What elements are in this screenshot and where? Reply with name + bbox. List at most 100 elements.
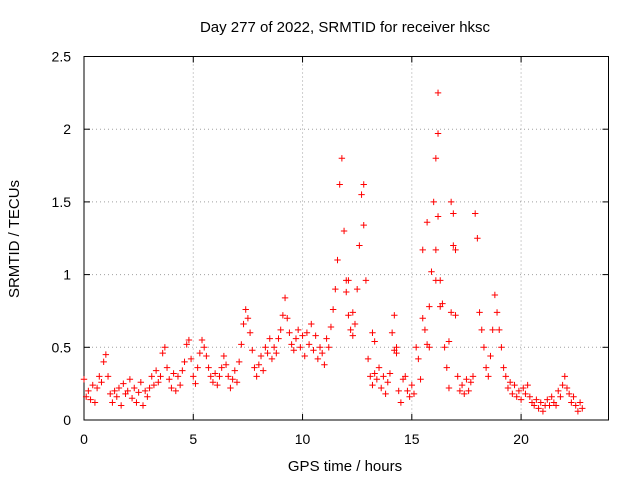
data-point [522, 390, 529, 398]
data-point [198, 336, 206, 344]
data-point [141, 387, 149, 395]
data-point [419, 246, 426, 254]
data-point [404, 387, 411, 395]
data-point [421, 326, 429, 334]
data-point [574, 408, 582, 415]
data-point [432, 155, 440, 162]
data-point [502, 373, 509, 380]
data-point [476, 309, 483, 316]
gridlines [84, 56, 609, 420]
data-point [139, 402, 147, 409]
x-tick-label: 5 [189, 431, 197, 447]
data-point [183, 341, 190, 348]
data-point [469, 373, 477, 380]
x-tick-label: 15 [404, 431, 420, 447]
data-point [249, 347, 256, 354]
data-point [260, 367, 267, 374]
data-point [214, 381, 221, 389]
data-point [288, 341, 295, 348]
data-point [115, 384, 123, 392]
data-point [299, 332, 306, 339]
data-point [452, 312, 459, 319]
data-point [275, 335, 282, 342]
data-point [375, 364, 383, 371]
data-point [176, 381, 184, 389]
data-point [426, 303, 433, 310]
data-point [426, 344, 433, 351]
data-point [338, 155, 346, 162]
data-point [417, 376, 424, 383]
data-point [358, 191, 365, 198]
data-point [539, 408, 547, 415]
data-point [395, 387, 402, 395]
data-point [168, 384, 175, 392]
data-point [98, 378, 105, 386]
data-point [410, 390, 418, 398]
data-point [253, 373, 260, 380]
data-point [360, 181, 367, 188]
data-point [382, 390, 389, 398]
data-point [504, 384, 512, 392]
data-point [441, 344, 448, 351]
data-point [321, 361, 328, 368]
data-point [568, 399, 575, 406]
data-point [316, 344, 324, 351]
data-point [179, 367, 186, 374]
data-point [93, 384, 101, 392]
data-point [380, 373, 387, 380]
data-point [329, 306, 337, 313]
data-point [544, 396, 551, 403]
data-point [327, 323, 335, 331]
data-point [109, 399, 116, 406]
data-point [415, 355, 422, 363]
data-point [251, 364, 258, 371]
data-point [159, 349, 166, 357]
y-tick-label: 2 [63, 121, 71, 137]
data-point [572, 402, 579, 409]
data-point [530, 402, 538, 409]
data-point [96, 373, 103, 380]
data-point [135, 389, 142, 396]
data-point [526, 393, 534, 400]
data-point [126, 376, 134, 383]
data-point [386, 370, 394, 377]
data-point [423, 219, 431, 226]
data-point [303, 329, 311, 336]
data-point [450, 210, 457, 217]
data-point [146, 384, 153, 392]
data-point [120, 380, 127, 387]
data-point [107, 390, 114, 398]
y-tick-label: 1.5 [52, 194, 72, 210]
data-point [500, 364, 507, 371]
data-point [194, 364, 201, 371]
data-point [255, 361, 263, 368]
data-point [511, 381, 518, 389]
x-tick-label: 0 [80, 431, 88, 447]
data-point [166, 376, 173, 383]
data-point [211, 370, 219, 377]
data-point [557, 393, 564, 400]
data-point [533, 396, 540, 403]
data-point [509, 390, 516, 398]
data-points [80, 89, 586, 415]
data-point [493, 309, 501, 316]
data-point [314, 355, 322, 363]
data-point [371, 338, 378, 345]
data-point [172, 387, 179, 395]
data-point [152, 367, 160, 374]
data-point [100, 358, 107, 366]
data-point [240, 320, 247, 328]
data-point [419, 315, 426, 322]
data-point [225, 373, 232, 380]
data-point [371, 370, 378, 377]
data-point [458, 381, 466, 389]
data-point [312, 332, 319, 339]
data-point [412, 344, 420, 351]
data-point [264, 349, 271, 357]
data-point [430, 198, 437, 206]
data-point [262, 344, 269, 351]
y-tick-label: 1 [63, 267, 71, 283]
data-point [150, 381, 158, 389]
data-point [220, 352, 228, 360]
chart-title: Day 277 of 2022, SRMTID for receiver hks… [200, 19, 491, 36]
